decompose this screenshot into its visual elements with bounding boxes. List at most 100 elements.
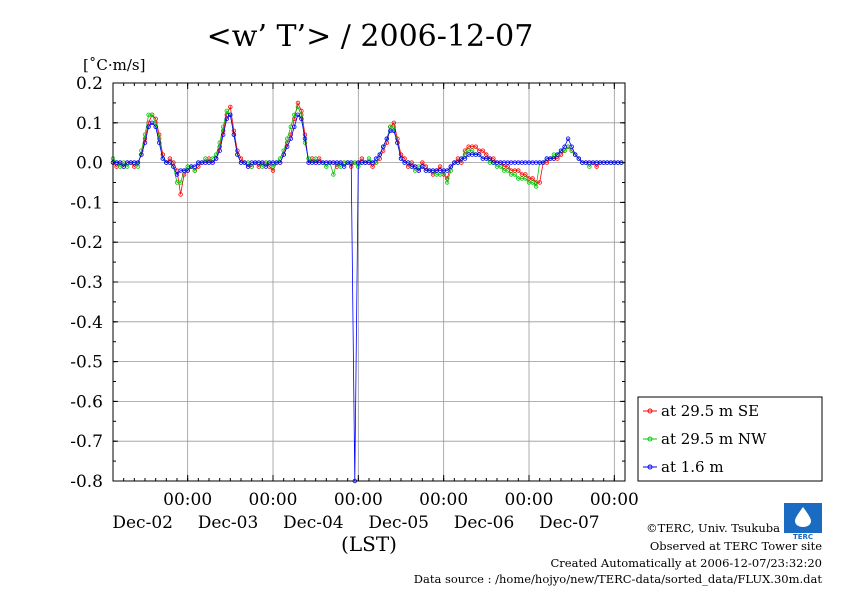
data-point xyxy=(171,164,176,169)
data-point xyxy=(537,180,542,185)
data-point xyxy=(235,152,240,157)
grid xyxy=(113,82,625,482)
x-axis-label: (LST) xyxy=(341,532,397,556)
footer-source: Data source : /home/hojyo/new/TERC-data/… xyxy=(414,572,823,586)
footer-observed: Observed at TERC Tower site xyxy=(650,539,822,553)
data-point xyxy=(384,136,389,141)
data-point xyxy=(373,156,379,161)
data-point xyxy=(512,172,517,177)
data-point xyxy=(281,152,286,157)
data-point xyxy=(149,120,155,125)
data-point xyxy=(217,148,222,153)
series-2 xyxy=(110,112,624,484)
data-point xyxy=(533,184,539,189)
x-tick-time-label: 00:00 xyxy=(334,490,383,510)
series-layer xyxy=(110,100,624,484)
y-tick-label: 0.1 xyxy=(76,114,103,134)
data-point xyxy=(516,168,521,173)
legend-items: at 29.5 m SE at 29.5 m NW at 1.6 m xyxy=(643,402,767,476)
data-point xyxy=(213,156,219,161)
x-tick-time-label: 00:00 xyxy=(419,490,468,510)
terc-logo-text: TERC xyxy=(793,533,813,541)
data-point xyxy=(370,160,375,165)
plot-frame xyxy=(112,82,626,482)
data-point xyxy=(260,160,265,165)
data-point xyxy=(277,160,283,165)
y-unit-label: [˚C·m/s] xyxy=(83,56,145,74)
data-point xyxy=(192,164,197,169)
data-point xyxy=(391,128,397,133)
x-tick-date-label: Dec-05 xyxy=(368,513,429,533)
data-point xyxy=(292,124,297,129)
data-point xyxy=(395,140,400,145)
data-point xyxy=(224,108,229,114)
data-point xyxy=(178,180,183,185)
data-point xyxy=(405,160,411,165)
data-point xyxy=(295,100,301,106)
data-point xyxy=(210,160,215,165)
data-point xyxy=(341,164,347,169)
x-tick-time-label: 00:00 xyxy=(249,490,298,510)
x-tick-time-label: 00:00 xyxy=(590,490,639,510)
data-point xyxy=(338,160,343,165)
y-tick-label: -0.4 xyxy=(70,313,103,333)
data-point xyxy=(381,144,386,149)
data-point xyxy=(146,124,151,129)
data-point xyxy=(420,164,425,169)
data-point xyxy=(295,104,301,110)
data-point xyxy=(555,152,560,157)
series-line xyxy=(112,101,622,195)
data-point xyxy=(178,192,183,197)
data-point xyxy=(228,112,233,117)
data-point xyxy=(569,144,574,149)
x-tick-date-label: Dec-04 xyxy=(283,513,344,533)
data-point xyxy=(576,156,581,161)
y-tick-label: -0.5 xyxy=(70,353,103,373)
data-point xyxy=(331,172,336,177)
data-point xyxy=(349,160,354,165)
data-point xyxy=(228,104,233,110)
data-point xyxy=(160,156,165,161)
data-point xyxy=(619,160,624,165)
data-point xyxy=(413,164,418,169)
legend-marker xyxy=(647,408,653,414)
data-point xyxy=(448,164,453,169)
data-point xyxy=(156,140,162,145)
legend-marker xyxy=(647,436,653,442)
data-point xyxy=(565,136,571,141)
chart-title: <w’ T’> / 2006-12-07 xyxy=(207,19,534,54)
data-point xyxy=(242,160,247,165)
y-tick-label: -0.8 xyxy=(70,472,103,492)
data-point xyxy=(558,148,564,153)
x-tick-date-label: Dec-02 xyxy=(112,513,173,533)
y-tick-label: 0.0 xyxy=(76,154,103,174)
data-point xyxy=(117,160,123,165)
data-point xyxy=(573,152,578,157)
data-point xyxy=(263,164,269,169)
data-point xyxy=(295,112,301,117)
data-point xyxy=(505,168,510,173)
data-point xyxy=(288,136,293,141)
data-point xyxy=(302,136,308,141)
y-ticks: 0.2 0.1 0.0 -0.1 -0.2 -0.3 -0.4 -0.5 -0.6 -0.7 -0.… xyxy=(70,74,625,492)
legend-marker xyxy=(647,464,653,470)
data-point xyxy=(121,164,126,169)
x-tick-time-label: 00:00 xyxy=(505,490,554,510)
y-tick-label: -0.7 xyxy=(70,432,103,452)
data-point xyxy=(480,148,485,153)
y-tick-label: -0.2 xyxy=(70,233,103,253)
data-point xyxy=(139,152,144,157)
data-point xyxy=(445,180,450,185)
data-point xyxy=(551,156,557,161)
data-point xyxy=(462,156,468,161)
data-point xyxy=(167,160,173,165)
data-point xyxy=(185,168,190,173)
x-ticks: 00:00 Dec-02 00:00 Dec-03 00:00 Dec-04 00:00 De… xyxy=(112,83,639,533)
data-point xyxy=(220,132,226,137)
data-point xyxy=(541,160,546,165)
terc-logo: TERC xyxy=(784,503,822,541)
series-line xyxy=(112,105,622,188)
data-point xyxy=(149,112,155,117)
data-point xyxy=(477,152,482,157)
